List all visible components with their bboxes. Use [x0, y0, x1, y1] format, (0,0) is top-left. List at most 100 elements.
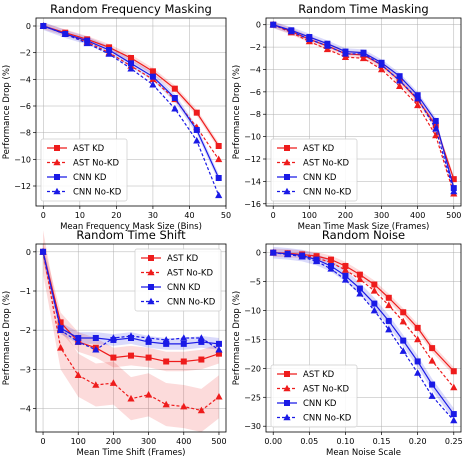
- data-point: [74, 371, 82, 379]
- data-point: [284, 250, 292, 258]
- data-point: [127, 332, 135, 339]
- x-axis-label: Mean Noise Scale: [326, 448, 401, 458]
- data-point: [215, 175, 222, 181]
- data-point: [356, 271, 363, 278]
- y-tick-label: 0: [26, 248, 31, 257]
- y-tick-label: −14: [244, 177, 261, 186]
- data-point: [197, 406, 205, 414]
- data-point: [57, 326, 65, 333]
- y-axis-label: Performance Drop (%): [2, 291, 12, 385]
- data-point: [180, 334, 188, 341]
- data-point: [341, 276, 350, 283]
- chart-title: Random Time Shift: [76, 228, 186, 242]
- legend-marker: [148, 255, 154, 261]
- y-tick-label: −12: [244, 155, 261, 164]
- data-point: [428, 392, 436, 399]
- x-tick-label: 0.00: [264, 437, 282, 446]
- data-point: [298, 252, 306, 260]
- data-point: [162, 400, 170, 408]
- data-point: [450, 416, 458, 424]
- data-point: [127, 64, 135, 72]
- y-tick-label: −3: [19, 365, 31, 374]
- legend-label-4: CNN No-KD: [303, 414, 352, 424]
- data-point: [149, 68, 156, 75]
- y-tick-label: 0: [26, 22, 31, 31]
- legend-label-3: CNN KD: [167, 283, 201, 293]
- data-point: [342, 262, 349, 269]
- x-tick-label: 400: [176, 437, 191, 446]
- y-tick-label: −6: [249, 88, 261, 97]
- data-point: [414, 358, 421, 365]
- data-point: [163, 358, 170, 365]
- legend-marker: [284, 145, 290, 151]
- y-tick-label: −2: [19, 326, 31, 335]
- x-tick-label: 300: [374, 211, 389, 220]
- data-point: [92, 335, 99, 341]
- y-tick-label: −10: [14, 155, 31, 164]
- data-point: [450, 368, 457, 375]
- legend-label-4: CNN No-KD: [73, 188, 122, 198]
- data-point: [377, 61, 386, 68]
- y-tick-label: −16: [244, 200, 261, 209]
- x-tick-label: 100: [71, 437, 86, 446]
- data-point: [127, 394, 135, 402]
- data-point: [327, 265, 335, 272]
- plot-frame: [265, 17, 462, 207]
- data-point: [163, 340, 170, 347]
- data-point: [215, 155, 223, 163]
- legend-label-2: AST No-KD: [73, 159, 119, 169]
- x-tick-label: 300: [141, 437, 156, 446]
- data-point: [450, 187, 458, 195]
- data-point: [57, 343, 65, 351]
- data-point: [414, 94, 422, 102]
- legend-label-1: AST KD: [303, 144, 335, 154]
- data-point: [39, 248, 47, 255]
- data-point: [105, 50, 113, 57]
- y-tick-label: −12: [14, 182, 31, 191]
- chart-title: Random Frequency Masking: [50, 2, 212, 16]
- data-point: [128, 55, 134, 61]
- legend-marker: [284, 174, 290, 180]
- legend-marker: [54, 174, 60, 180]
- legend-marker: [54, 145, 60, 151]
- x-tick-label: 200: [338, 211, 353, 220]
- x-tick-label: 0.25: [445, 437, 463, 446]
- data-point: [144, 334, 153, 341]
- x-tick-label: 0.10: [337, 437, 355, 446]
- data-point: [414, 369, 422, 376]
- data-point: [396, 73, 403, 80]
- legend-label-1: AST KD: [167, 254, 199, 264]
- data-point: [269, 248, 277, 256]
- data-point: [74, 338, 82, 345]
- x-tick-label: 0: [271, 211, 276, 220]
- legend-marker: [147, 297, 155, 305]
- data-point: [193, 136, 201, 144]
- y-axis-label: Performance Drop (%): [2, 65, 12, 159]
- y-tick-label: −20: [244, 364, 261, 373]
- y-tick-label: −8: [19, 129, 31, 138]
- data-point: [399, 317, 407, 325]
- chart-title: Random Noise: [322, 228, 405, 242]
- data-point: [385, 325, 393, 333]
- legend-marker: [53, 158, 61, 166]
- legend-box: [40, 138, 128, 202]
- data-point: [370, 306, 378, 314]
- data-point: [39, 22, 47, 29]
- data-point: [400, 337, 407, 344]
- x-tick-label: 0: [40, 437, 45, 446]
- legend-box: [134, 248, 222, 312]
- data-point: [215, 340, 222, 347]
- data-point: [287, 27, 295, 35]
- data-point: [341, 266, 350, 273]
- legend-marker: [147, 268, 155, 276]
- data-point: [400, 309, 407, 316]
- data-point: [180, 340, 187, 347]
- data-point: [61, 30, 69, 37]
- legend-marker: [283, 413, 291, 421]
- data-point: [198, 356, 205, 363]
- data-point: [396, 82, 404, 90]
- data-point: [450, 176, 457, 183]
- y-tick-label: 0: [256, 21, 261, 30]
- x-tick-label: 0.15: [373, 437, 391, 446]
